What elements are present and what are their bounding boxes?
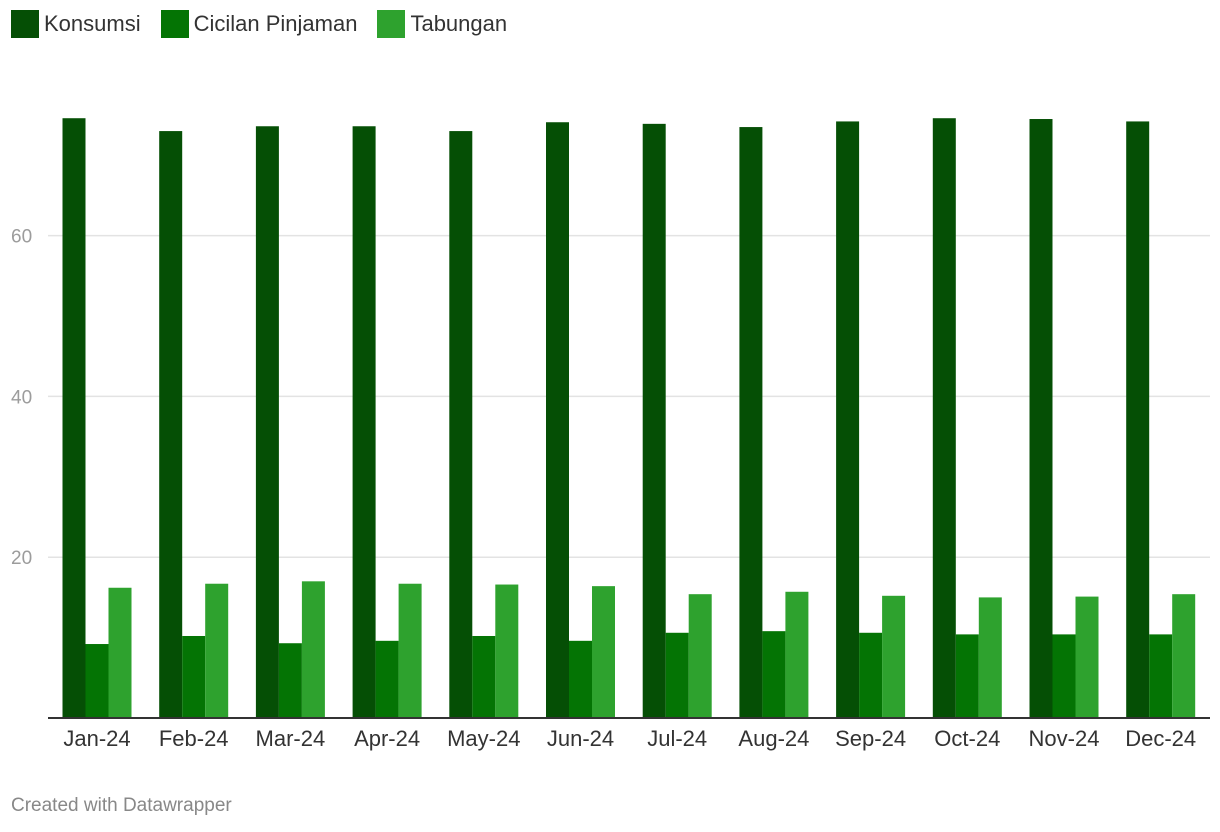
bar-cicilan-pinjaman [955,634,979,718]
bar-konsumsi [932,118,956,718]
bar-konsumsi [1126,121,1150,718]
y-tick-label: 20 [11,548,32,569]
legend-item: Tabungan [377,9,507,39]
y-tick-label: 60 [11,227,32,248]
bar-tabungan [205,583,229,718]
bar-cicilan-pinjaman [278,643,302,718]
bar-tabungan [1075,596,1099,718]
y-tick-label: 40 [11,387,32,408]
bar-konsumsi [836,121,860,718]
bar-tabungan [688,594,712,718]
x-tick-label: Jan-24 [63,726,130,751]
bar-konsumsi [255,126,279,719]
credit-text: Created with Datawrapper [11,795,232,816]
bar-konsumsi [642,123,666,719]
bar-tabungan [1172,594,1196,718]
bar-cicilan-pinjaman [665,632,689,718]
bar-tabungan [592,586,615,718]
bar-konsumsi [449,131,473,718]
x-tick-label: Feb-24 [159,726,229,751]
bar-tabungan [301,581,325,718]
bar-konsumsi [546,122,569,718]
x-tick-label: May-24 [447,726,520,751]
bar-cicilan-pinjaman [472,635,496,718]
legend: Konsumsi Cicilan Pinjaman Tabungan [11,9,507,39]
bar-cicilan-pinjaman [375,640,399,718]
bar-cicilan-pinjaman [1149,634,1173,718]
bar-tabungan [978,597,1002,718]
legend-label: Konsumsi [44,11,141,36]
bar-cicilan-pinjaman [85,644,109,718]
x-tick-label: Mar-24 [256,726,326,751]
bar-konsumsi [352,126,376,719]
bar-tabungan [785,591,809,718]
bar-cicilan-pinjaman [1052,634,1076,718]
legend-item: Cicilan Pinjaman [160,9,358,39]
bar-tabungan [108,587,132,718]
legend-swatch [11,10,39,38]
bar-konsumsi [1029,119,1053,718]
legend-label: Cicilan Pinjaman [193,11,358,36]
bar-konsumsi [739,127,763,718]
bar-cicilan-pinjaman [182,635,206,718]
x-tick-label: Nov-24 [1029,726,1100,751]
bar-konsumsi [159,131,183,718]
legend-item: Konsumsi [11,9,141,39]
x-tick-label: Oct-24 [934,726,1000,751]
x-tick-label: Sep-24 [835,726,906,751]
bar-konsumsi [62,118,86,718]
bar-cicilan-pinjaman [569,640,592,718]
legend-swatch [377,10,406,38]
legend-swatch [160,10,189,38]
x-tick-label: Dec-24 [1125,726,1196,751]
bar-tabungan [398,583,422,718]
bar-cicilan-pinjaman [859,632,883,718]
x-tick-label: Aug-24 [738,726,809,751]
bar-tabungan [882,595,906,718]
x-tick-label: Jul-24 [647,726,707,751]
legend-label: Tabungan [410,11,508,36]
bar-cicilan-pinjaman [762,631,786,718]
bar-tabungan [495,584,519,718]
x-tick-label: Jun-24 [547,726,614,751]
x-tick-label: Apr-24 [354,726,420,751]
